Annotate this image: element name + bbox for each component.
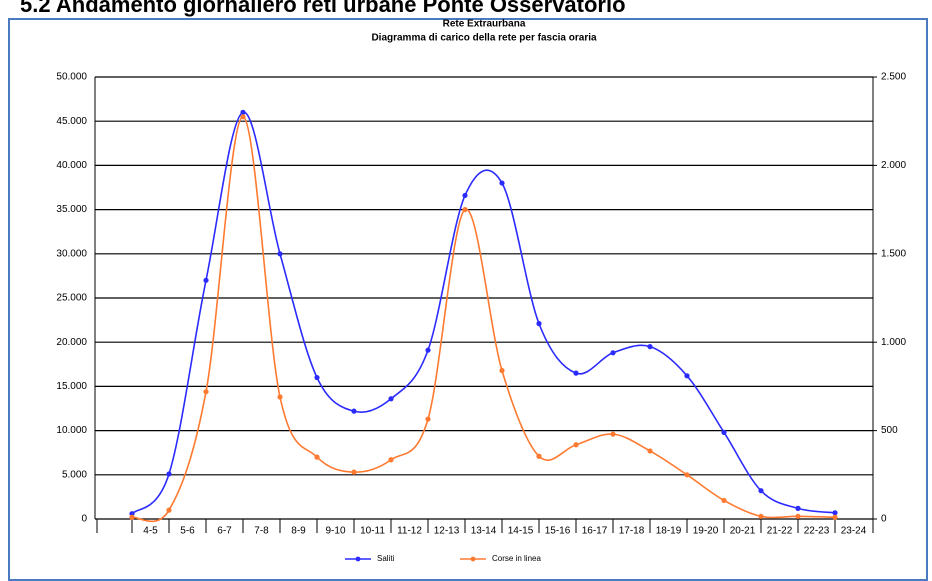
y-tick-label: 15.000 bbox=[56, 381, 87, 392]
point bbox=[573, 370, 579, 376]
point bbox=[203, 389, 209, 395]
y2-tick-label: 2.000 bbox=[881, 160, 906, 171]
point bbox=[647, 344, 653, 350]
point bbox=[536, 321, 542, 327]
point bbox=[684, 472, 690, 478]
point bbox=[758, 513, 764, 519]
point bbox=[721, 429, 727, 435]
point bbox=[388, 396, 394, 402]
point bbox=[240, 114, 246, 120]
point bbox=[499, 367, 505, 374]
y2-tick-label: 1.500 bbox=[881, 248, 906, 259]
y-tick-label: 40.000 bbox=[56, 160, 87, 171]
point bbox=[203, 277, 209, 283]
y2-tick-label: 500 bbox=[881, 425, 898, 436]
x-tick-label: 20-21 bbox=[730, 526, 756, 537]
x-tick-label: 22-23 bbox=[804, 526, 830, 537]
point bbox=[166, 471, 172, 477]
x-tick-label: 15-16 bbox=[545, 526, 571, 537]
x-tick-label: 21-22 bbox=[767, 526, 793, 537]
point bbox=[166, 507, 172, 513]
point bbox=[240, 109, 246, 115]
point bbox=[573, 442, 579, 448]
x-tick-label: 17-18 bbox=[619, 526, 645, 537]
point bbox=[351, 469, 357, 475]
y-tick-label: 45.000 bbox=[56, 116, 87, 127]
page-heading: 5.2 Andamento giornaliero reti urbane Po… bbox=[20, 0, 626, 17]
x-tick-label: 4-5 bbox=[143, 526, 158, 537]
point bbox=[425, 416, 431, 422]
point bbox=[758, 488, 764, 494]
point bbox=[832, 514, 838, 520]
y2-tick-label: 2.500 bbox=[881, 72, 906, 83]
point bbox=[536, 453, 542, 459]
y-tick-label: 5.000 bbox=[62, 469, 87, 480]
y-tick-label: 30.000 bbox=[56, 248, 87, 259]
point bbox=[388, 457, 394, 463]
point bbox=[684, 373, 690, 379]
y2-tick-label: 0 bbox=[881, 514, 887, 525]
x-tick-label: 23-24 bbox=[841, 526, 867, 537]
y-tick-label: 25.000 bbox=[56, 293, 87, 304]
x-tick-label: 18-19 bbox=[656, 526, 682, 537]
x-tick-label: 13-14 bbox=[471, 526, 497, 537]
x-tick-label: 16-17 bbox=[582, 526, 608, 537]
point bbox=[721, 497, 727, 504]
point bbox=[351, 408, 357, 414]
point bbox=[795, 505, 801, 511]
x-tick-label: 6-7 bbox=[217, 526, 232, 537]
y-tick-label: 10.000 bbox=[56, 425, 87, 436]
x-tick-label: 7-8 bbox=[254, 526, 269, 537]
y-tick-label: 50.000 bbox=[56, 72, 87, 83]
point bbox=[462, 207, 468, 213]
y-tick-label: 0 bbox=[81, 514, 87, 525]
point bbox=[647, 448, 653, 454]
y-tick-label: 20.000 bbox=[56, 337, 87, 348]
point bbox=[425, 347, 431, 353]
point bbox=[314, 454, 320, 460]
point bbox=[462, 192, 468, 199]
legend-marker bbox=[355, 556, 361, 562]
point bbox=[277, 394, 283, 400]
x-tick-label: 10-11 bbox=[360, 526, 385, 537]
x-tick-label: 5-6 bbox=[180, 526, 195, 537]
point bbox=[277, 251, 283, 257]
point bbox=[610, 350, 616, 356]
legend-marker bbox=[470, 556, 476, 562]
chart-frame bbox=[8, 18, 928, 581]
x-tick-label: 9-10 bbox=[325, 526, 345, 537]
x-tick-label: 12-13 bbox=[434, 526, 460, 537]
point bbox=[795, 513, 801, 519]
point bbox=[314, 374, 320, 381]
chart-subtitle: Diagramma di carico della rete per fasci… bbox=[371, 33, 597, 44]
legend-label: Saliti bbox=[377, 554, 395, 563]
point bbox=[610, 431, 616, 437]
chart-title: Rete Extraurbana bbox=[443, 19, 526, 30]
x-tick-label: 19-20 bbox=[693, 526, 719, 537]
x-tick-label: 8-9 bbox=[291, 526, 306, 537]
point bbox=[832, 510, 838, 516]
x-tick-label: 14-15 bbox=[508, 526, 534, 537]
point bbox=[499, 180, 505, 186]
y2-tick-label: 1.000 bbox=[881, 337, 906, 348]
legend-label: Corse in linea bbox=[492, 554, 541, 563]
series-line bbox=[131, 111, 836, 515]
y-tick-label: 35.000 bbox=[56, 204, 87, 215]
x-tick-label: 11-12 bbox=[397, 526, 422, 537]
point bbox=[129, 514, 135, 520]
